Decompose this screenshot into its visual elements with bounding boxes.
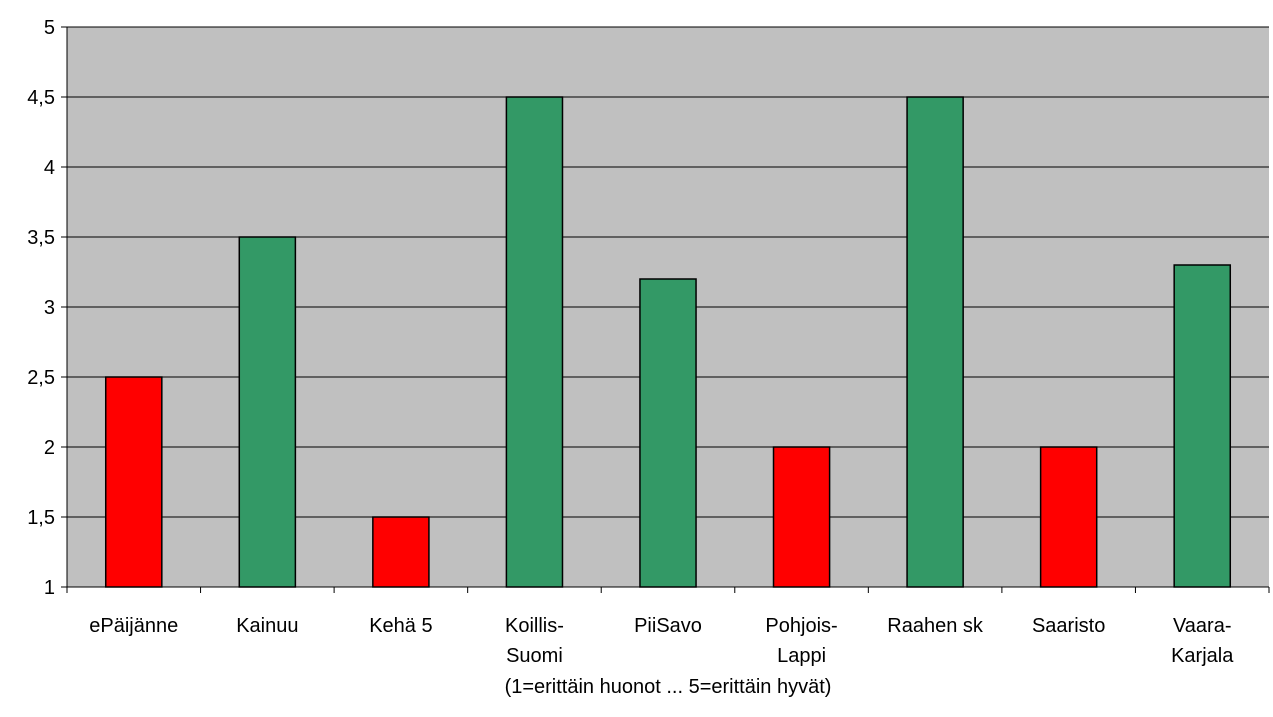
bar <box>104 376 163 588</box>
y-tick-label: 1 <box>44 577 55 599</box>
y-tick-label: 1,5 <box>27 507 55 529</box>
y-tick-label: 3,5 <box>27 227 55 249</box>
bar <box>238 236 297 588</box>
y-tick-label: 2,5 <box>27 367 55 389</box>
y-tick-label: 3 <box>44 297 55 319</box>
y-tick-labels: 1 1,5 2 2,5 3 3,5 4 4,5 5 <box>27 17 55 599</box>
x-tick-label: Raahen sk <box>887 615 984 637</box>
bar <box>772 446 831 588</box>
x-tick-label: Karjala <box>1171 645 1234 667</box>
x-tick-label: Koillis- <box>505 615 564 637</box>
bar <box>639 278 697 588</box>
y-tick-label: 4,5 <box>27 87 55 109</box>
y-tick-label: 4 <box>44 157 55 179</box>
y-tick-label: 5 <box>44 17 55 39</box>
x-tick-label: Pohjois- <box>765 615 837 637</box>
bar <box>906 96 964 588</box>
x-tick-label: ePäijänne <box>89 615 178 637</box>
x-tick-label: Kainuu <box>236 615 298 637</box>
y-tick-label: 2 <box>44 437 55 459</box>
bars <box>104 96 1232 588</box>
x-tick-label: Suomi <box>506 645 563 667</box>
x-axis-title: (1=erittäin huonot ... 5=erittäin hyvät) <box>504 676 832 698</box>
axes <box>61 26 1270 593</box>
bar <box>372 516 430 588</box>
x-tick-labels: ePäijänne Kainuu Kehä 5 Koillis- Suomi PiiSav… <box>89 615 1234 667</box>
bar <box>1039 446 1098 588</box>
bar <box>1173 264 1232 588</box>
x-tick-label: Vaara- <box>1173 615 1232 637</box>
x-tick-label: Lappi <box>777 645 826 667</box>
x-tick-label: Saaristo <box>1032 615 1105 637</box>
bar <box>505 96 564 588</box>
x-tick-label: PiiSavo <box>634 615 702 637</box>
x-tick-label: Kehä 5 <box>369 615 432 637</box>
